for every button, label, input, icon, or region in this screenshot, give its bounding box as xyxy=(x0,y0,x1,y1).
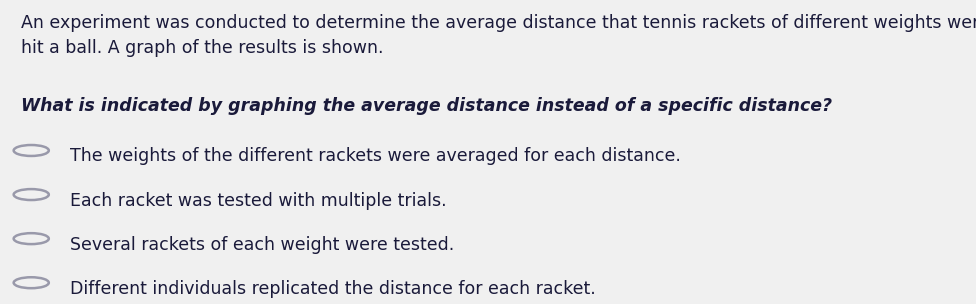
Text: The weights of the different rackets were averaged for each distance.: The weights of the different rackets wer… xyxy=(70,147,681,165)
Text: Each racket was tested with multiple trials.: Each racket was tested with multiple tri… xyxy=(70,192,447,209)
Text: What is indicated by graphing the average distance instead of a specific distanc: What is indicated by graphing the averag… xyxy=(21,97,833,115)
Text: An experiment was conducted to determine the average distance that tennis racket: An experiment was conducted to determine… xyxy=(21,14,976,57)
Text: Several rackets of each weight were tested.: Several rackets of each weight were test… xyxy=(70,236,455,254)
Text: Different individuals replicated the distance for each racket.: Different individuals replicated the dis… xyxy=(70,280,596,298)
